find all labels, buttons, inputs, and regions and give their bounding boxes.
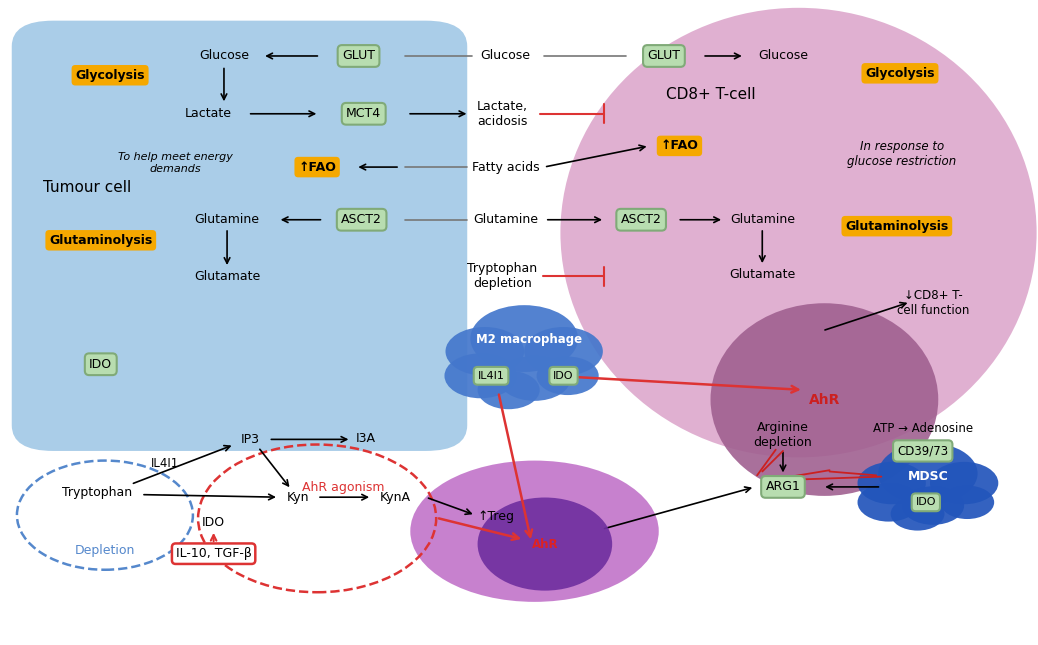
Text: Glutaminolysis: Glutaminolysis: [845, 220, 949, 233]
Text: Fatty acids: Fatty acids: [471, 161, 540, 174]
Text: Tryptophan: Tryptophan: [61, 486, 132, 499]
Circle shape: [477, 371, 540, 409]
Text: GLUT: GLUT: [648, 50, 681, 63]
Text: GLUT: GLUT: [343, 50, 375, 63]
Text: CD8+ T-cell: CD8+ T-cell: [665, 87, 756, 102]
Ellipse shape: [477, 497, 612, 591]
Text: ASCT2: ASCT2: [342, 213, 382, 226]
Text: Glucose: Glucose: [199, 50, 249, 63]
Text: KynA: KynA: [379, 491, 410, 504]
Text: Kyn: Kyn: [288, 491, 309, 504]
Circle shape: [940, 486, 994, 519]
Text: Glutamate: Glutamate: [194, 270, 261, 283]
Text: ↑FAO: ↑FAO: [298, 161, 336, 174]
Text: Tryptophan
depletion: Tryptophan depletion: [467, 263, 538, 290]
Text: I3A: I3A: [356, 432, 376, 444]
Text: ↑Treg: ↑Treg: [477, 510, 515, 523]
Circle shape: [930, 462, 999, 504]
Text: IL4I1: IL4I1: [477, 371, 504, 381]
Text: Lactate,
acidosis: Lactate, acidosis: [476, 100, 528, 128]
Text: CD39/73: CD39/73: [897, 444, 949, 457]
Text: Glutamine: Glutamine: [473, 213, 538, 226]
Text: Glutamine: Glutamine: [194, 213, 260, 226]
Text: Glycolysis: Glycolysis: [76, 69, 145, 82]
Text: Glutaminolysis: Glutaminolysis: [49, 233, 153, 247]
Circle shape: [524, 327, 603, 376]
Text: ATP → Adenosine: ATP → Adenosine: [873, 422, 973, 435]
Circle shape: [470, 305, 578, 372]
Text: Glutamine: Glutamine: [730, 213, 795, 226]
Circle shape: [498, 356, 571, 401]
Text: ↑FAO: ↑FAO: [660, 139, 699, 152]
Text: Glycolysis: Glycolysis: [866, 67, 934, 80]
Text: In response to
glucose restriction: In response to glucose restriction: [847, 140, 957, 168]
FancyBboxPatch shape: [11, 21, 467, 451]
Circle shape: [857, 462, 926, 504]
Text: Glucose: Glucose: [758, 50, 808, 63]
Circle shape: [878, 442, 978, 504]
Text: Lactate: Lactate: [185, 107, 231, 120]
Circle shape: [445, 327, 524, 376]
Text: IDO: IDO: [553, 371, 574, 381]
Text: IDO: IDO: [89, 358, 112, 371]
Text: Tumour cell: Tumour cell: [43, 180, 131, 195]
Circle shape: [444, 353, 517, 398]
Text: ASCT2: ASCT2: [621, 213, 661, 226]
Text: IL-10, TGF-β: IL-10, TGF-β: [175, 547, 251, 561]
Circle shape: [537, 357, 599, 395]
Text: IL4I1: IL4I1: [151, 457, 180, 470]
Text: AhR: AhR: [531, 537, 558, 551]
Ellipse shape: [711, 303, 938, 496]
Text: Arginine
depletion: Arginine depletion: [754, 421, 813, 449]
Circle shape: [902, 486, 964, 525]
Text: To help meet energy
demands: To help meet energy demands: [118, 152, 233, 174]
Circle shape: [891, 497, 945, 531]
Ellipse shape: [410, 461, 659, 602]
Text: ARG1: ARG1: [766, 481, 800, 493]
Circle shape: [857, 483, 920, 522]
Text: MCT4: MCT4: [346, 107, 381, 120]
Text: Glutamate: Glutamate: [729, 268, 795, 281]
Text: IP3: IP3: [241, 433, 260, 446]
Text: AhR: AhR: [809, 393, 840, 406]
Text: IDO: IDO: [916, 497, 936, 508]
Text: Depletion: Depletion: [75, 544, 135, 557]
Text: AhR agonism: AhR agonism: [302, 481, 384, 494]
Text: MDSC: MDSC: [907, 470, 949, 483]
Text: Glucose: Glucose: [481, 50, 530, 63]
Text: M2 macrophage: M2 macrophage: [476, 333, 582, 346]
Text: ↓CD8+ T-
cell function: ↓CD8+ T- cell function: [897, 289, 969, 317]
Ellipse shape: [561, 8, 1037, 457]
Text: IDO: IDO: [202, 517, 225, 530]
